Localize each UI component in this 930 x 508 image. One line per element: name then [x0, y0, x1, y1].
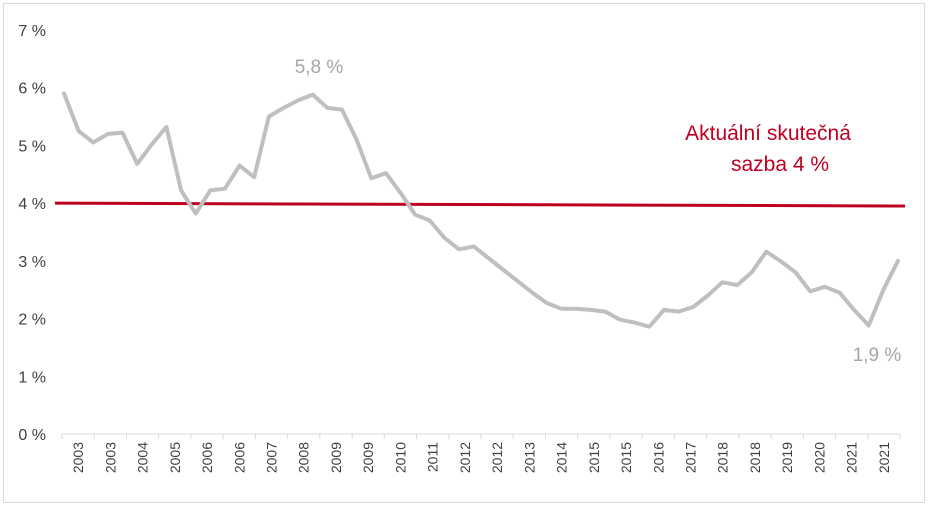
x-tick-label: 2012: [457, 442, 473, 473]
x-tick-label: 2016: [650, 442, 666, 473]
x-tick-label: 2012: [489, 442, 505, 473]
x-axis-ticks: 2003 2003 2004 2005 2006 2006 2007 2008 2009 2009…: [70, 442, 892, 473]
x-tick-label: 2017: [683, 442, 699, 473]
x-tick-label: 2018: [715, 442, 731, 473]
min-annotation: 1,9 %: [853, 345, 902, 366]
x-tick-label: 2013: [521, 442, 537, 473]
x-tick-label: 2015: [586, 442, 602, 473]
x-tick-label: 2009: [328, 442, 344, 473]
x-tick-label: 2008: [296, 442, 312, 473]
x-tick-label: 2009: [360, 442, 376, 473]
x-tick-label: 2021: [844, 442, 860, 473]
x-tick-label: 2006: [231, 442, 247, 473]
x-tick-label: 2003: [70, 442, 86, 473]
y-tick-label: 6 %: [18, 81, 46, 98]
y-tick-label: 5 %: [18, 138, 46, 155]
max-annotation: 5,8 %: [295, 57, 344, 78]
y-tick-label: 0 %: [18, 427, 46, 444]
x-tick-label: 2004: [135, 442, 151, 473]
x-tick-label: 2003: [102, 442, 118, 473]
x-tick-label: 2019: [779, 442, 795, 473]
x-tick-label: 2020: [811, 442, 827, 473]
x-tick-label: 2010: [392, 442, 408, 473]
x-tick-label: 2014: [554, 442, 570, 473]
x-tick-label: 2015: [618, 442, 634, 473]
x-tick-label: 2007: [264, 442, 280, 473]
series-line: [62, 91, 900, 329]
y-tick-label: 1 %: [18, 369, 46, 386]
y-tick-label: 3 %: [18, 254, 46, 271]
y-tick-label: 2 %: [18, 312, 46, 329]
x-tick-label: 2011: [425, 442, 441, 472]
y-tick-label: 7 %: [18, 23, 46, 40]
x-tick-label: 2021: [876, 442, 892, 473]
y-axis-ticks: 0 % 1 % 2 % 3 % 4 % 5 % 6 % 7 %: [18, 23, 46, 444]
reference-label-line2: sazba 4 %: [731, 153, 829, 176]
x-tick-label: 2005: [167, 442, 183, 473]
reference-line-4pct: [54, 201, 906, 208]
x-axis-tickmarks: [61, 434, 901, 439]
x-tick-label: 2006: [199, 442, 215, 473]
y-tick-label: 4 %: [18, 196, 46, 213]
x-tick-label: 2018: [747, 442, 763, 473]
reference-label-line1: Aktuální skutečná: [685, 122, 851, 145]
